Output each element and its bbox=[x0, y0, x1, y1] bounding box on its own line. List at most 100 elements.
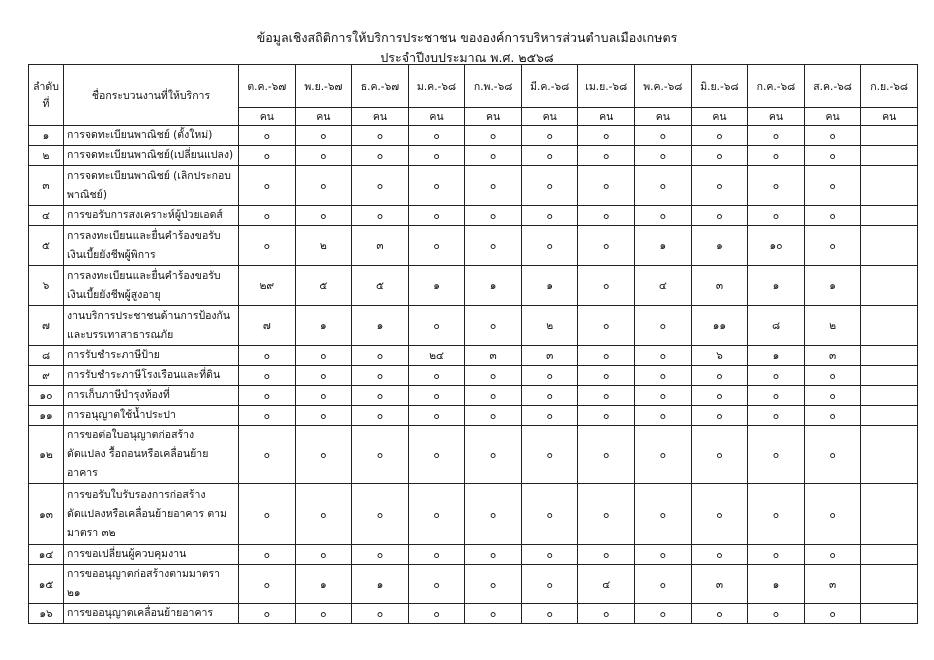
month-count: ๐ bbox=[690, 405, 749, 426]
service-name: การรับชำระภาษีโรงเรือนและที่ดิน bbox=[63, 365, 239, 386]
month-count: ๐ bbox=[690, 483, 749, 545]
month-count: ๐ bbox=[407, 225, 466, 266]
row-number: ๖ bbox=[28, 265, 64, 306]
month-count: ๐ bbox=[294, 425, 353, 484]
table-row: ๑การจดทะเบียนพาณิชย์ (ตั้งใหม่) ๐๐๐๐๐๐๐๐๐… bbox=[28, 125, 918, 146]
month-count: ๑ bbox=[634, 225, 692, 266]
month-count: ๐ bbox=[803, 405, 862, 426]
month-count: ๐ bbox=[238, 205, 296, 226]
month-count: ๐ bbox=[520, 225, 579, 266]
month-count: ๐ bbox=[464, 125, 522, 146]
month-count: ๐ bbox=[690, 544, 749, 565]
month-count: ๑ bbox=[351, 305, 409, 346]
month-count bbox=[860, 405, 918, 426]
month-count: ๐ bbox=[464, 544, 522, 565]
month-count bbox=[860, 544, 918, 565]
month-count: ๐ bbox=[520, 205, 579, 226]
month-count bbox=[860, 564, 918, 604]
month-count: ๐ bbox=[803, 365, 862, 386]
header-unit: คน bbox=[690, 107, 749, 126]
month-count: ๐ bbox=[634, 365, 692, 386]
row-number: ๑๑ bbox=[28, 405, 64, 426]
month-count: ๐ bbox=[690, 145, 749, 166]
month-count: ๓ bbox=[803, 345, 862, 366]
service-name: การจดทะเบียนพาณิชย์(เปลี่ยนแปลง) bbox=[63, 145, 239, 166]
month-count: ๐ bbox=[634, 205, 692, 226]
header-month: ต.ค.-๖๗ bbox=[238, 64, 296, 108]
table-row: ๑๐ การเก็บภาษีบำรุงท้องที่๐๐๐๐๐๐๐๐๐๐๐ bbox=[28, 385, 918, 406]
month-count: ๑ bbox=[407, 265, 466, 306]
row-number: ๑๖ bbox=[28, 603, 64, 624]
month-count: ๐ bbox=[747, 365, 805, 386]
header-month: มี.ค.-๖๘ bbox=[520, 64, 579, 108]
month-count: ๐ bbox=[294, 544, 353, 565]
month-count: ๑ bbox=[747, 564, 805, 604]
row-number: ๘ bbox=[28, 345, 64, 366]
month-count: ๒ bbox=[520, 305, 579, 346]
month-count: ๐ bbox=[407, 145, 466, 166]
month-count: ๐ bbox=[634, 305, 692, 346]
month-count: ๐ bbox=[520, 425, 579, 484]
table-row: ๖การลงทะเบียนและยื่นคำร้องขอรับเงินเบี้ย… bbox=[28, 265, 918, 306]
header-unit: คน bbox=[860, 107, 918, 126]
service-name: การขอต่อใบอนุญาตก่อสร้าง ดัดแปลง รื้อถอน… bbox=[63, 425, 239, 484]
month-count: ๐ bbox=[577, 425, 636, 484]
month-count: ๐ bbox=[238, 365, 296, 386]
month-count: ๐ bbox=[577, 125, 636, 146]
month-count: ๐ bbox=[294, 205, 353, 226]
header-month: ก.พ.-๖๘ bbox=[464, 64, 522, 108]
month-count: ๔ bbox=[634, 265, 692, 306]
header-name: ชื่อกระบวนงานที่ให้บริการ bbox=[63, 64, 239, 126]
header-month: ส.ค.-๖๘ bbox=[803, 64, 862, 108]
table-row: ๑๔ การขอเปลี่ยนผู้ควบคุมงาน๐๐๐๐๐๐๐๐๐๐๐ bbox=[28, 544, 918, 565]
month-count: ๐ bbox=[747, 205, 805, 226]
month-count: ๐ bbox=[634, 564, 692, 604]
month-count: ๐ bbox=[690, 205, 749, 226]
row-number: ๗ bbox=[28, 305, 64, 346]
header-unit: คน bbox=[407, 107, 466, 126]
month-count: ๐ bbox=[634, 345, 692, 366]
table-row: ๑๑ การอนุญาตใช้น้ำประปา๐๐๐๐๐๐๐๐๐๐๐ bbox=[28, 405, 918, 426]
month-count: ๐ bbox=[294, 603, 353, 624]
month-count: ๐ bbox=[407, 205, 466, 226]
table-row: ๑๕ การขออนุญาตก่อสร้างตามมาตรา ๒๑๐๑๑๐๐๐๔๐… bbox=[28, 564, 918, 604]
row-number: ๕ bbox=[28, 225, 64, 266]
month-count bbox=[860, 165, 918, 206]
header-unit: คน bbox=[577, 107, 636, 126]
month-count: ๐ bbox=[238, 145, 296, 166]
header-unit: คน bbox=[747, 107, 805, 126]
month-count: ๐ bbox=[464, 483, 522, 545]
month-count: ๐ bbox=[577, 165, 636, 206]
month-count: ๐ bbox=[634, 145, 692, 166]
month-count: ๐ bbox=[294, 483, 353, 545]
month-count: ๐ bbox=[464, 165, 522, 206]
month-count: ๐ bbox=[294, 345, 353, 366]
month-count: ๐ bbox=[690, 125, 749, 146]
statistics-table: ลำดับที่ ชื่อกระบวนงานที่ให้บริการ ต.ค.-… bbox=[28, 64, 918, 624]
service-name: การลงทะเบียนและยื่นคำร้องขอรับเงินเบี้ยย… bbox=[63, 225, 239, 266]
month-count bbox=[860, 425, 918, 484]
header-unit: คน bbox=[294, 107, 353, 126]
month-count: ๐ bbox=[747, 385, 805, 406]
month-count: ๐ bbox=[803, 145, 862, 166]
month-count bbox=[860, 345, 918, 366]
month-count: ๑ bbox=[351, 564, 409, 604]
table-row: ๒การจดทะเบียนพาณิชย์(เปลี่ยนแปลง) ๐๐๐๐๐๐๐… bbox=[28, 145, 918, 166]
month-count: ๐ bbox=[747, 544, 805, 565]
month-count: ๐ bbox=[747, 425, 805, 484]
month-count: ๐ bbox=[407, 405, 466, 426]
month-count: ๐ bbox=[803, 603, 862, 624]
month-count: ๐ bbox=[351, 145, 409, 166]
month-count: ๐ bbox=[351, 365, 409, 386]
month-count: ๒๔ bbox=[407, 345, 466, 366]
month-count: ๐ bbox=[803, 544, 862, 565]
month-count: ๐ bbox=[238, 603, 296, 624]
month-count: ๐ bbox=[690, 365, 749, 386]
month-count: ๐ bbox=[520, 564, 579, 604]
month-count: ๐ bbox=[351, 125, 409, 146]
month-count: ๐ bbox=[351, 405, 409, 426]
month-count: ๘ bbox=[747, 305, 805, 346]
month-count: ๐ bbox=[747, 405, 805, 426]
month-count bbox=[860, 603, 918, 624]
month-count: ๓ bbox=[803, 564, 862, 604]
